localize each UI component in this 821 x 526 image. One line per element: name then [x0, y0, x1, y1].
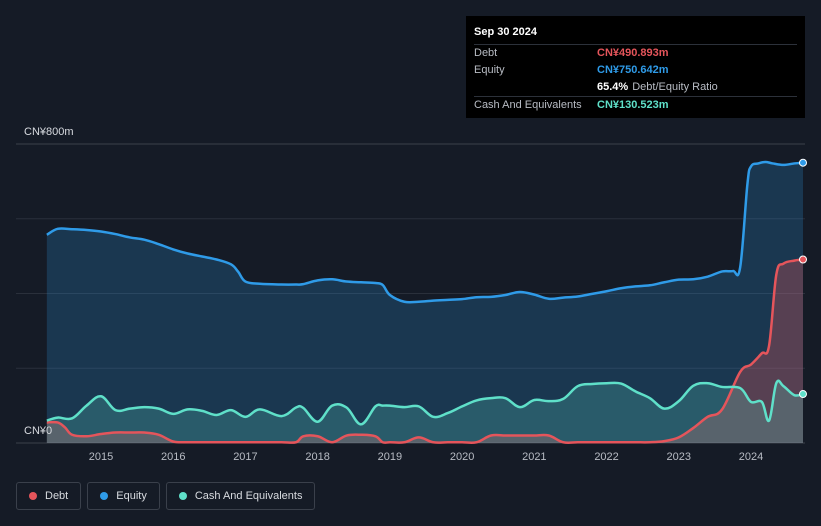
legend-dot-equity [100, 492, 109, 500]
legend-label-debt: Debt [45, 490, 69, 502]
x-tick-label: 2024 [739, 451, 763, 463]
legend-label-cash: Cash And Equivalents [194, 490, 303, 502]
x-tick-label: 2019 [378, 451, 402, 463]
x-tick-label: 2021 [522, 451, 546, 463]
y-tick-label-top: CN¥800m [24, 126, 74, 138]
tooltip-date: Sep 30 2024 [474, 26, 537, 38]
tooltip-label-equity: Equity [474, 64, 505, 76]
x-tick-label: 2016 [161, 451, 185, 463]
x-tick-label: 2018 [305, 451, 329, 463]
debt-line [46, 258, 804, 445]
debt-end-marker [799, 255, 807, 264]
equity-end-marker [799, 158, 807, 167]
tooltip-value-equity: CN¥750.642m [597, 64, 669, 76]
tooltip-value-cash: CN¥130.523m [597, 99, 669, 111]
tooltip-row-debt: Debt CN¥490.893m [474, 44, 797, 62]
tooltip-label-debt: Debt [474, 47, 498, 59]
debt-area [46, 259, 804, 443]
series-lines [46, 160, 804, 445]
tooltip-row-ratio: 65.4% Debt/Equity Ratio [474, 79, 797, 96]
tooltip-label-ratio [474, 79, 597, 96]
series-end-markers [799, 158, 807, 399]
x-tick-label: 2022 [594, 451, 618, 463]
legend-item-debt[interactable]: Debt [16, 482, 82, 510]
legend-label-equity: Equity [116, 490, 147, 502]
grid-lines [16, 143, 805, 444]
equity-line [46, 160, 804, 304]
x-axis-tick-labels: 2015 2016 2017 2018 2019 2020 2021 2022 2023 2024 [89, 451, 763, 463]
legend-item-equity[interactable]: Equity [87, 482, 160, 510]
legend-dot-cash [178, 492, 187, 500]
cash-and-equivalents-line [46, 379, 804, 426]
x-tick-label: 2015 [89, 451, 113, 463]
tooltip-row-equity: Equity CN¥750.642m [474, 62, 797, 79]
tooltip-row-cash: Cash And Equivalents CN¥130.523m [474, 96, 797, 114]
tooltip-panel: Sep 30 2024 Debt CN¥490.893m Equity CN¥7… [466, 16, 805, 118]
y-axis-tick-labels: CN¥800m CN¥0 [24, 126, 74, 437]
legend-dot-debt [29, 492, 37, 500]
y-tick-label-bottom: CN¥0 [24, 425, 52, 437]
x-tick-label: 2020 [450, 451, 474, 463]
legend-item-cash[interactable]: Cash And Equivalents [165, 482, 316, 510]
chart-legend: Debt Equity Cash And Equivalents [16, 482, 316, 510]
tooltip-value-debt: CN¥490.893m [597, 47, 669, 59]
x-tick-label: 2023 [667, 451, 691, 463]
tooltip-ratio-suffix: Debt/Equity Ratio [632, 81, 718, 93]
cash-and-equivalents-end-marker [799, 390, 807, 399]
tooltip-value-ratio: 65.4% [597, 81, 629, 93]
tooltip-label-cash: Cash And Equivalents [474, 99, 582, 111]
x-tick-label: 2017 [233, 451, 257, 463]
